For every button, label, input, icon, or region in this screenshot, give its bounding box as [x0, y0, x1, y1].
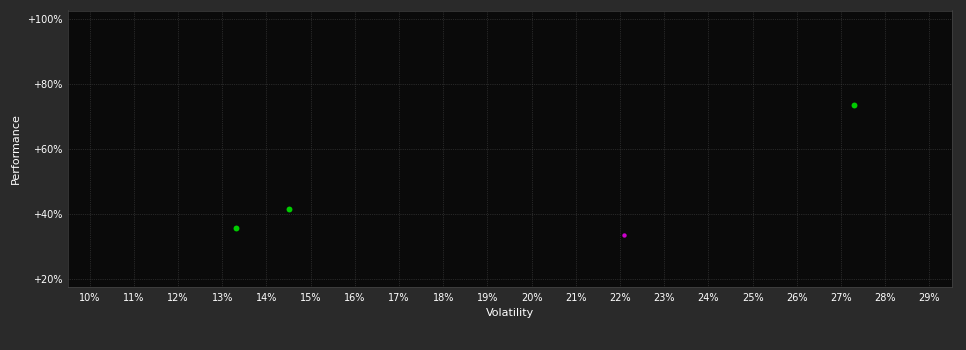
- Point: [228, 226, 243, 231]
- X-axis label: Volatility: Volatility: [486, 308, 533, 318]
- Point: [846, 102, 862, 108]
- Point: [616, 232, 632, 238]
- Point: [281, 206, 297, 212]
- Y-axis label: Performance: Performance: [11, 113, 21, 184]
